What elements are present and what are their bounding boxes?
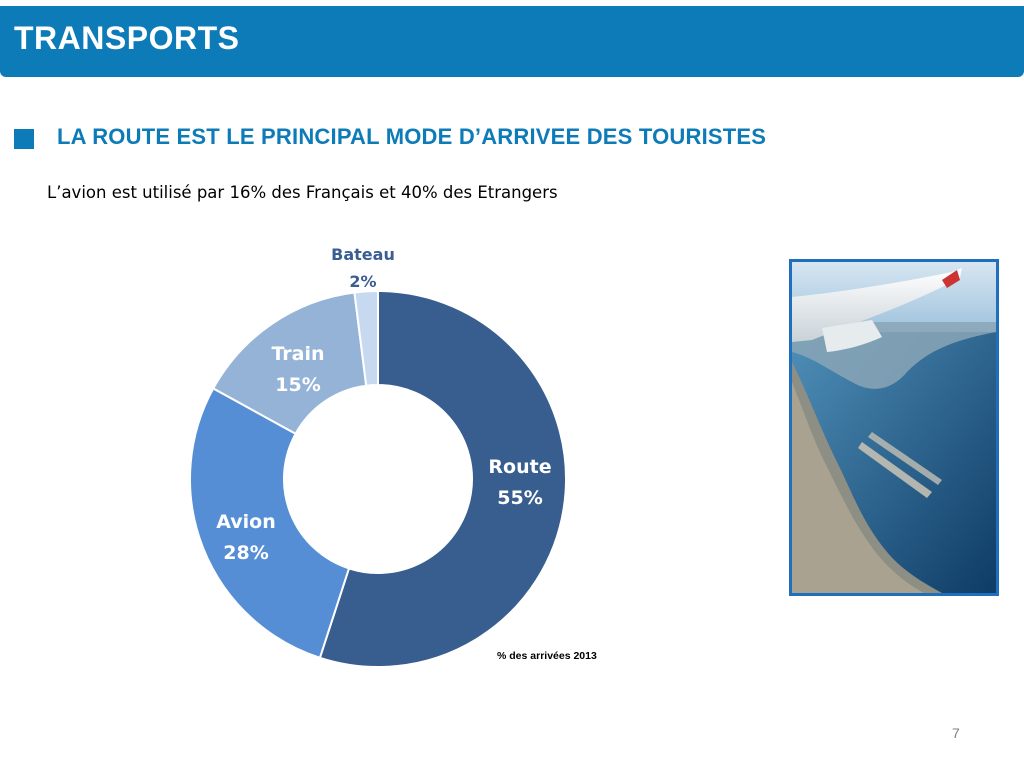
page-number: 7	[952, 725, 960, 741]
slice-value-route: 55%	[497, 487, 542, 509]
slice-label-train: Train	[271, 343, 324, 365]
chart-labels: Route 55% Avion 28% Train 15% Bateau 2%	[216, 245, 551, 564]
slice-value-bateau: 2%	[349, 272, 376, 291]
slice-label-route: Route	[488, 456, 551, 478]
airplane-photo	[789, 259, 999, 596]
section-subtitle: LA ROUTE EST LE PRINCIPAL MODE D’ARRIVEE…	[57, 124, 767, 149]
slice-bateau	[353, 289, 379, 387]
slice-label-bateau: Bateau	[331, 245, 395, 264]
slice-train	[211, 291, 368, 436]
chart-slices	[189, 289, 567, 668]
page-title: TRANSPORTS	[14, 20, 240, 56]
slice-value-train: 15%	[275, 374, 320, 396]
bullet-square-icon	[14, 129, 34, 149]
header-bar: TRANSPORTS	[0, 6, 1024, 77]
chart-note: % des arrivées 2013	[497, 650, 597, 662]
airplane-wing-coastline-photo-icon	[792, 262, 996, 593]
slice-value-avion: 28%	[223, 542, 268, 564]
slice-label-avion: Avion	[216, 511, 276, 533]
slice-avion	[189, 387, 351, 660]
body-text: L’avion est utilisé par 16% des Français…	[47, 183, 558, 202]
slice-route	[318, 289, 567, 668]
